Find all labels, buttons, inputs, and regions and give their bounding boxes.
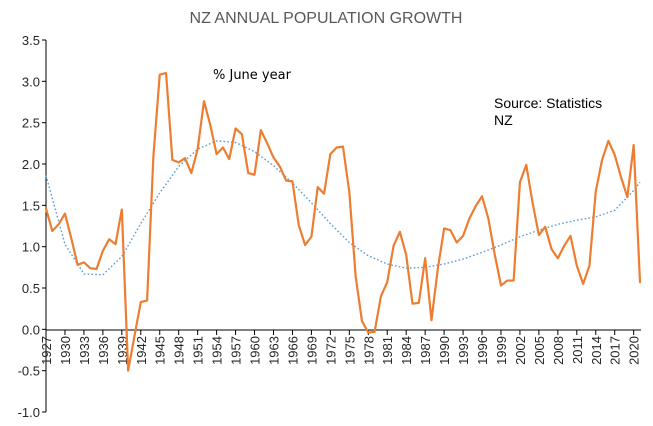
x-tick-label: 2020 (627, 336, 642, 365)
x-tick-label: 1960 (248, 336, 263, 365)
x-tick-label: 1984 (399, 336, 414, 365)
y-axis: 3.5 3.0 2.5 2.0 1.5 1.0 0.5 0.0 -0.5 -1.0 (18, 33, 47, 420)
x-tick-label: 1936 (96, 336, 111, 365)
x-tick-label: 1963 (266, 336, 281, 365)
x-tick-label: 1954 (210, 336, 225, 365)
y-tick-label: 3.5 (22, 33, 40, 48)
x-tick-label: 1996 (475, 336, 490, 365)
x-tick-label: 1927 (39, 336, 54, 365)
x-tick-label: 1990 (437, 336, 452, 365)
x-tick-label: 2008 (551, 336, 566, 365)
x-tick-label: 2005 (532, 336, 547, 365)
trend-line (45, 140, 641, 276)
population-growth-line (44, 71, 642, 372)
x-tick-label: 1993 (456, 336, 471, 365)
source-line-2: NZ (494, 112, 513, 128)
source-line-1: Source: Statistics (494, 95, 602, 111)
y-tick-label: 3.0 (22, 74, 40, 89)
x-tick-label: 1945 (153, 336, 168, 365)
y-tick-label: 1.5 (22, 198, 40, 213)
y-tick-label: 2.0 (22, 157, 40, 172)
x-tick-label: 1999 (494, 336, 509, 365)
x-tick-label: 1969 (304, 336, 319, 365)
series-layer (44, 71, 642, 372)
x-tick-label: 2011 (570, 336, 585, 364)
x-tick-label: 1966 (285, 336, 300, 365)
x-tick-label: 2014 (589, 336, 604, 365)
y-tick-label: 0.5 (22, 281, 40, 296)
x-tick-label: 1933 (77, 336, 92, 365)
x-tick-label: 2002 (513, 336, 528, 365)
x-tick-label: 1981 (380, 336, 395, 365)
x-axis: 1927 1930 1933 1936 1939 1942 1945 1948 1951 1954… (39, 329, 642, 365)
y-tick-label: 2.5 (22, 116, 40, 131)
x-tick-label: 1987 (418, 336, 433, 365)
y-tick-label: 1.0 (22, 240, 40, 255)
x-tick-label: 1957 (229, 336, 244, 365)
x-tick-label: 1978 (361, 336, 376, 365)
unit-note: % June year (213, 68, 292, 83)
y-tick-label: -1.0 (18, 405, 40, 420)
y-tick-label: -0.5 (18, 364, 40, 379)
chart-title: NZ ANNUAL POPULATION GROWTH (190, 10, 463, 27)
x-tick-label: 1951 (191, 336, 206, 365)
x-tick-label: 1975 (342, 336, 357, 365)
x-tick-label: 1942 (134, 336, 149, 365)
x-tick-label: 1972 (323, 336, 338, 365)
x-tick-label: 2017 (608, 336, 623, 365)
x-tick-label: 1930 (58, 336, 73, 365)
x-tick-label: 1948 (172, 336, 187, 365)
y-tick-label: 0.0 (22, 322, 40, 337)
